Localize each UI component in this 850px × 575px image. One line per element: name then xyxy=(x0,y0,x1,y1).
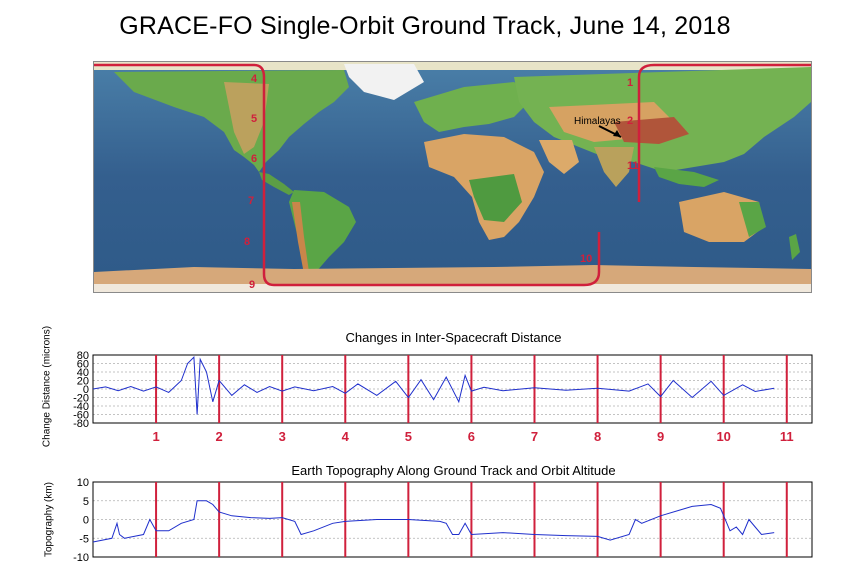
arabia xyxy=(539,140,579,174)
map-marker-7: 7 xyxy=(248,195,254,207)
data-series-line xyxy=(92,355,775,415)
y-tick-label: -10 xyxy=(73,552,89,564)
map-marker-1: 1 xyxy=(627,77,633,89)
tibet-himalayas xyxy=(614,117,689,144)
y-tick-label: 0 xyxy=(83,384,89,396)
new-zealand xyxy=(789,234,800,260)
central-america xyxy=(259,172,294,195)
antarctica-ice xyxy=(94,284,811,292)
y-tick-label: 5 xyxy=(83,496,89,508)
orbit-marker-label: 4 xyxy=(342,429,350,444)
y-tick-label: -80 xyxy=(73,418,89,430)
orbit-marker-label: 10 xyxy=(716,429,730,444)
ground-track xyxy=(94,63,601,287)
orbit-marker-label: 9 xyxy=(657,429,664,444)
y-tick-label: 80 xyxy=(77,350,89,362)
y-tick-label: 0 xyxy=(83,515,89,527)
andes xyxy=(292,202,309,274)
y-tick-label: 20 xyxy=(77,376,89,388)
europe xyxy=(414,82,534,132)
orbit-marker-label: 6 xyxy=(468,429,475,444)
orbit-marker-label: 11 xyxy=(780,429,794,444)
map-marker-10: 10 xyxy=(580,253,592,265)
map-marker-8: 8 xyxy=(244,236,250,248)
na-west-mountains xyxy=(224,82,269,154)
chart-title-topography: Earth Topography Along Ground Track and … xyxy=(291,463,616,478)
map-marker-9: 9 xyxy=(249,279,255,291)
map-marker-6: 6 xyxy=(251,153,257,165)
orbit-marker-label: 1 xyxy=(152,429,159,444)
india xyxy=(594,147,634,187)
arctic-band xyxy=(94,62,811,70)
ground-track-east xyxy=(637,63,811,202)
map-marker-5: 5 xyxy=(251,113,257,125)
y-tick-label: 60 xyxy=(77,359,89,371)
y-tick-label: 40 xyxy=(77,367,89,379)
y-tick-label: -20 xyxy=(73,393,89,405)
orbit-marker-label: 3 xyxy=(279,429,286,444)
map-marker-4: 4 xyxy=(251,73,258,85)
map-marker-2: 2 xyxy=(627,115,633,127)
orbit-marker-label: 5 xyxy=(405,429,412,444)
topography-chart: -10 -5 0 5 10 xyxy=(73,477,813,564)
se-asia xyxy=(654,167,719,187)
greenland xyxy=(344,64,424,100)
world-map: Himalayas 4 5 6 7 8 9 10 1 2 11 xyxy=(93,61,812,293)
map-orbit-markers: 4 5 6 7 8 9 10 1 2 11 xyxy=(244,73,639,291)
orbit-marker-label: 2 xyxy=(216,429,223,444)
orbit-marker-label: 7 xyxy=(531,429,538,444)
himalayas-label: Himalayas xyxy=(574,116,621,127)
orbit-marker-label: 8 xyxy=(594,429,601,444)
central-africa xyxy=(469,174,522,222)
himalayas-arrowhead xyxy=(613,130,621,137)
north-america xyxy=(114,70,349,172)
data-series-line xyxy=(92,500,775,543)
chart-title-distance: Changes in Inter-Spacecraft Distance xyxy=(345,330,562,345)
page-title: GRACE-FO Single-Orbit Ground Track, June… xyxy=(119,12,731,40)
y-tick-label: -60 xyxy=(73,410,89,422)
y-tick-label: -5 xyxy=(79,533,89,545)
australia-east xyxy=(739,202,766,237)
map-marker-11: 11 xyxy=(627,160,639,172)
y-tick-label: -40 xyxy=(73,401,89,413)
plot-frame xyxy=(92,481,813,558)
y-tick-label: 10 xyxy=(77,477,89,489)
